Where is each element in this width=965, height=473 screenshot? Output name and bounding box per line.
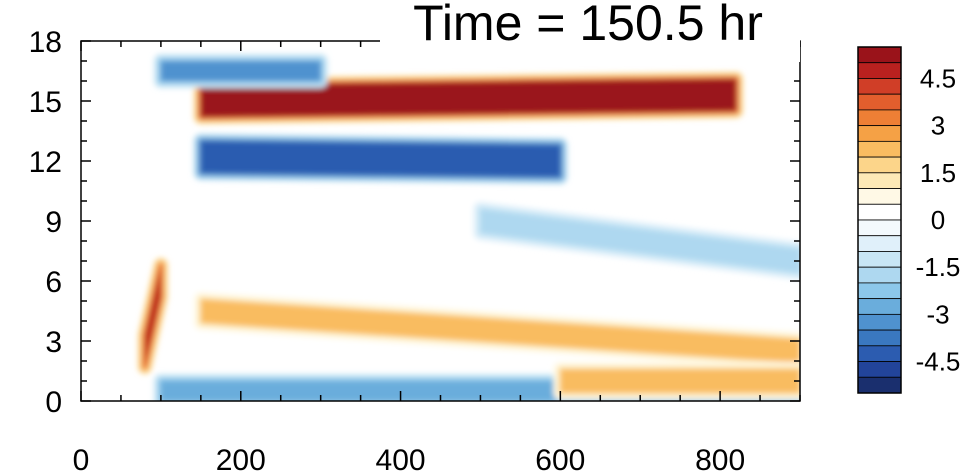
colorbar-tick-label: 1.5 [920, 158, 956, 188]
x-axis: 0 200 400 600 800 [73, 41, 801, 473]
colorbar-swatch [857, 235, 902, 252]
y-tick-label: 3 [45, 326, 62, 359]
colorbar-swatch [857, 172, 902, 189]
colorbar-tick-label: -3 [926, 299, 949, 329]
heatmap-field [81, 41, 800, 401]
x-tick-label: 600 [535, 444, 585, 473]
colorbar-swatch [857, 125, 902, 142]
colorbar-swatch [857, 298, 902, 315]
colorbar-swatch [857, 93, 902, 111]
chart-title: Time = 150.5 hr [413, 0, 763, 51]
colorbar-tick-label: 0 [931, 205, 945, 235]
field-band-core [200, 141, 561, 177]
x-tick-label: 200 [216, 444, 266, 473]
colorbar-swatch [857, 203, 902, 221]
field-band-core [160, 61, 321, 81]
colorbar-swatch [857, 62, 902, 79]
colorbar-swatch [857, 266, 902, 284]
colorbar-swatch [857, 140, 902, 158]
field-band-core [200, 299, 800, 363]
colorbar-swatch [857, 361, 902, 378]
y-axis: 0 3 6 9 12 15 18 [29, 26, 800, 419]
colorbar-swatch [857, 156, 902, 174]
colorbar-tick-label: 3 [931, 111, 945, 141]
colorbar-swatch [857, 219, 902, 237]
colorbar-swatch [857, 109, 902, 127]
field-band-core [200, 79, 737, 117]
y-tick-label: 18 [29, 26, 62, 59]
x-tick-label: 400 [376, 444, 426, 473]
colorbar-tick-label: -4.5 [916, 347, 961, 377]
colorbar-swatch [857, 188, 902, 205]
colorbar: 4.5 3 1.5 0 -1.5 -3 -4.5 [857, 46, 961, 394]
colorbar-swatch [857, 282, 902, 300]
colorbar-swatch [857, 251, 902, 268]
y-tick-label: 9 [45, 206, 62, 239]
colorbar-swatch [857, 46, 902, 64]
y-tick-label: 12 [29, 146, 62, 179]
colorbar-swatch [857, 345, 902, 362]
colorbar-swatch [857, 376, 902, 394]
colorbar-tick-label: 4.5 [920, 63, 956, 93]
colorbar-frame [857, 46, 902, 394]
colorbar-tick-label: -1.5 [916, 252, 961, 282]
y-tick-label: 6 [45, 266, 62, 299]
y-tick-label: 0 [45, 386, 62, 419]
field-band-core [480, 209, 800, 273]
colorbar-swatch [857, 329, 902, 347]
colorbar-swatch [857, 78, 902, 95]
field-band-core [144, 265, 161, 367]
x-tick-label: 800 [695, 444, 745, 473]
colorbar-swatch [857, 313, 902, 331]
field-bands [137, 54, 800, 401]
field-band-core [560, 369, 800, 393]
title-background [380, 0, 800, 62]
x-tick-label: 0 [73, 444, 90, 473]
y-tick-label: 15 [29, 86, 62, 119]
